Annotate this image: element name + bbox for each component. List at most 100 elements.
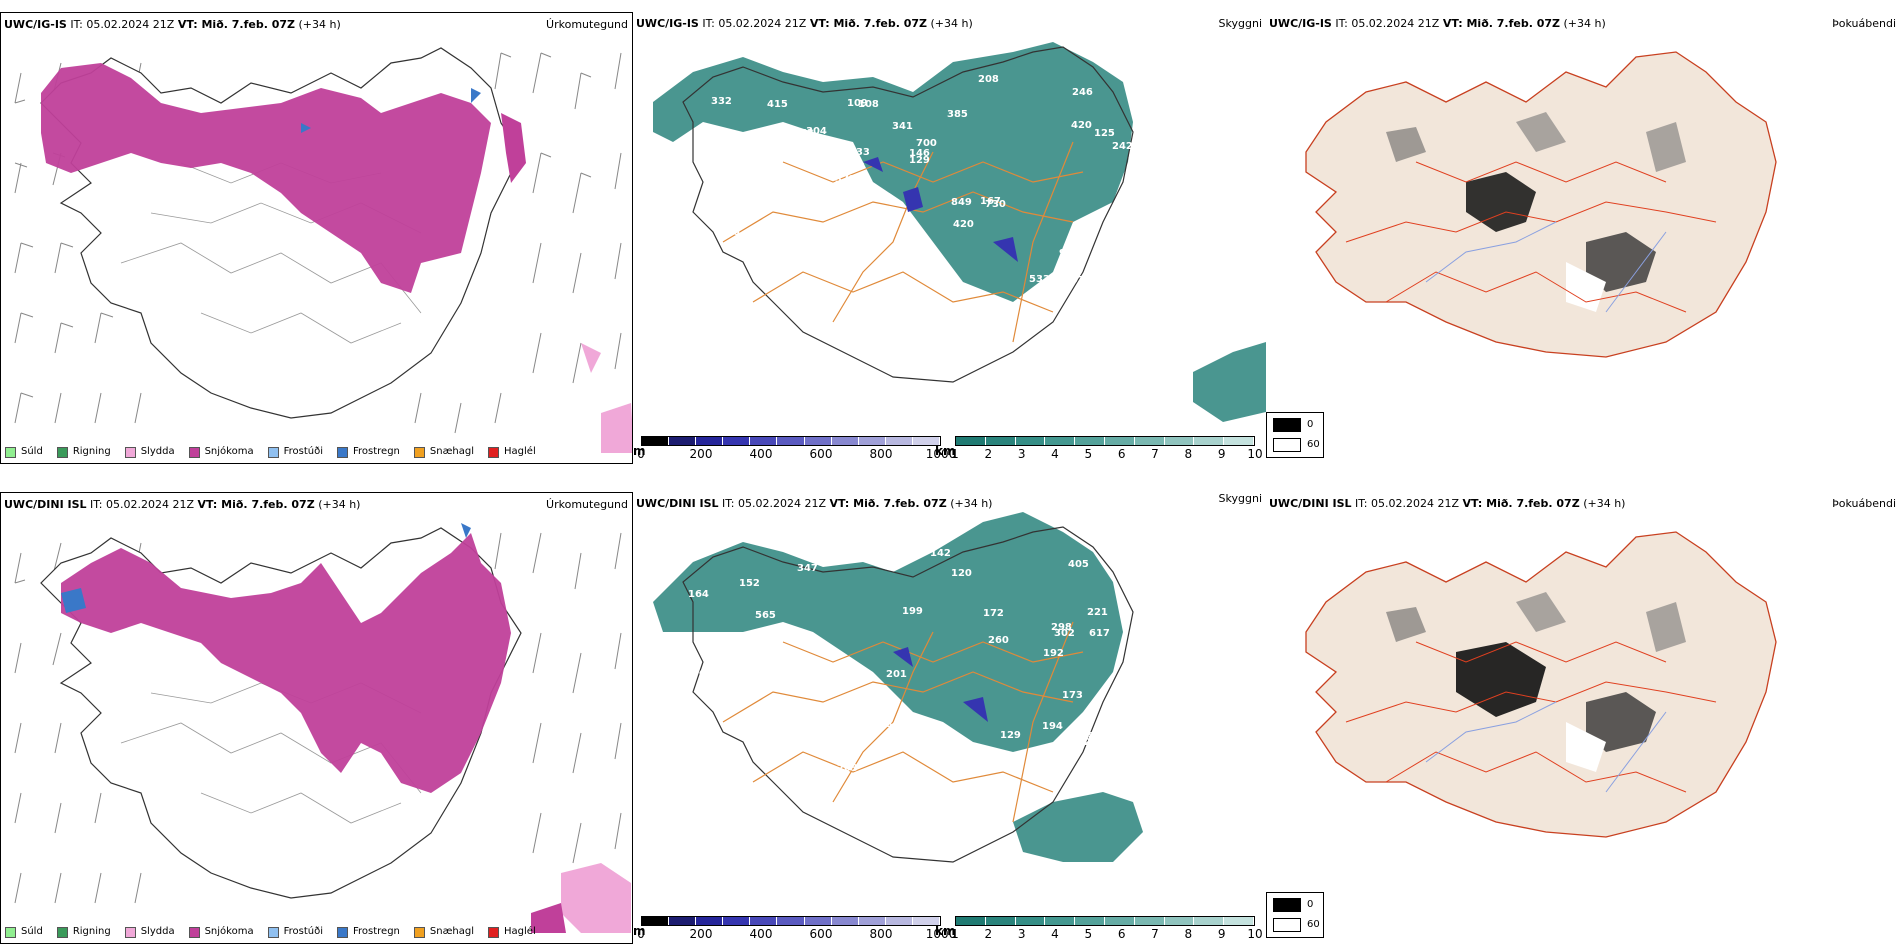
scale-cell [804,917,832,925]
legend-swatch [413,926,425,938]
panel-title-precip-top: Úrkomutegund [546,18,628,31]
scale-label: 1 [951,447,959,461]
scale-cell [858,917,886,925]
ceiling-label: 453 [690,280,711,291]
scale-label: 600 [809,927,833,941]
scale-cell [1224,437,1254,445]
scale-label: 9 [1217,927,1226,941]
ceiling-scale-cells [641,916,941,926]
ceiling-label: 638 [937,757,958,768]
legend-swatch [337,446,348,458]
ceiling-label: 109 [847,98,868,109]
scale-cell [642,437,670,445]
ceiling-scale-labels: 0 200 400 600 800 1000 [637,446,956,461]
ceiling-label: 385 [947,109,968,120]
scale-cell [831,917,859,925]
panel-title-fog-bottom: Þokuábendi [1832,497,1896,510]
ceiling-label: 565 [755,610,776,621]
legend-item: Slydda [124,926,175,938]
roads [722,141,1084,343]
ceiling-label: 256 [864,723,885,734]
legend-swatch [124,446,136,458]
legend-item: Rigning [56,446,111,458]
ceiling-label: 372 [835,174,856,185]
scale-cell [985,917,1016,925]
ceiling-scale-labels: 0 200 400 600 800 1000 [637,926,956,941]
ceiling-labels-top: 197 212 246 372 385 379 109 341 316 304 289 149 108 7… [686,64,1133,299]
fog-panel-top: UWC/IG-IS IT: 05.02.2024 21Z VT: Mið. 7.… [1266,12,1900,464]
legend-item: Súld [5,926,43,938]
ceiling-label: 395 [849,64,870,75]
scale-label: 8 [1184,447,1193,461]
scale-label: 1000 [925,447,957,461]
ceiling-label: 129 [1000,730,1021,741]
ceiling-label: 253 [799,730,820,741]
ceiling-label: 347 [797,563,818,574]
scale-label: 2 [984,447,993,461]
legend-swatch [488,926,500,938]
scale-label: 6 [1117,447,1126,461]
ceiling-label: 469 [802,766,823,777]
header-top-cloud: UWC/IG-IS IT: 05.02.2024 21Z VT: Mið. 7.… [636,17,973,30]
legend-item: Súld [5,446,43,458]
ceiling-label: 302 [1054,628,1075,639]
ceiling-label: 533 [1029,274,1050,285]
ceiling-label: 149 [774,673,795,684]
scale-label: 7 [1151,927,1159,941]
scale-label: 200 [689,927,713,941]
scale-cell [1045,437,1076,445]
ceiling-label: 120 [951,568,972,579]
precip-map-bottom [14,523,631,933]
scale-cell [1224,917,1254,925]
legend-swatch [267,446,279,458]
panel-title-cloud-top: Skyggni [1218,17,1262,30]
header-top-precip: UWC/IG-IS IT: 05.02.2024 21Z VT: Mið. 7.… [4,18,341,31]
ceiling-labels-bottom: 194 221 187 199 389 159 298 253 405 565 617 164 192 2… [688,548,1134,777]
scale-cell [885,917,913,925]
scale-label: 400 [749,447,773,461]
precip-legend-top: Súld Rigning Slydda Snjókoma Frostúði Fr… [5,446,550,458]
scale-cell [1015,437,1046,445]
ceiling-label: 323 [872,719,893,730]
visibility-scale-cells [955,916,1255,926]
ceiling-label: 298 [1051,622,1072,633]
scale-label: 6 [1117,927,1126,941]
scale-cell [1104,917,1135,925]
header-bottom-precip: UWC/DINI ISL IT: 05.02.2024 21Z VT: Mið.… [4,498,361,511]
ceiling-label: 730 [985,199,1006,210]
legend-item: Snæhagl [413,446,474,458]
fog-map-top [1305,51,1777,358]
precip-legend-bottom: Súld Rigning Slydda Snjókoma Frostúði Fr… [5,926,550,938]
ceiling-label: 465 [699,667,720,678]
model-name: UWC/IG-IS [4,18,67,31]
scale-label: 3 [1017,447,1026,461]
legend-swatch [124,926,136,938]
scale-label: 10 [1247,927,1263,941]
legend-swatch [188,446,200,458]
legend-item: Frostregn [337,926,400,938]
scale-cell [804,437,832,445]
scale-cell [1075,917,1105,925]
ceiling-label: 192 [1043,648,1064,659]
ceiling-label: 142 [930,548,951,559]
fog-map-bottom [1305,531,1777,838]
scale-label: 4 [1051,447,1059,461]
ceiling-label: 146 [909,148,930,159]
scale-cell [1075,437,1105,445]
legend-item: Snjókoma [188,446,254,458]
ceiling-label: 849 [951,197,972,208]
scale-label: 9 [1217,447,1226,461]
legend-swatch [337,926,348,938]
panel-title-precip-bottom: Úrkomutegund [546,498,628,511]
ceiling-label: 242 [1112,141,1133,152]
scale-label: 10 [1247,447,1263,461]
ceiling-label: 167 [980,196,1001,207]
legend-item: Haglél [488,446,536,458]
ceiling-label: 152 [739,578,760,589]
scale-label: 600 [809,447,833,461]
ceiling-label: 341 [892,121,913,132]
ceiling-scale-top: 0 200 400 600 800 1000 m [633,436,956,461]
ceiling-label: 760 [844,243,865,254]
ceiling-label: 159 [808,553,829,564]
legend-item: Frostúði [267,926,323,938]
